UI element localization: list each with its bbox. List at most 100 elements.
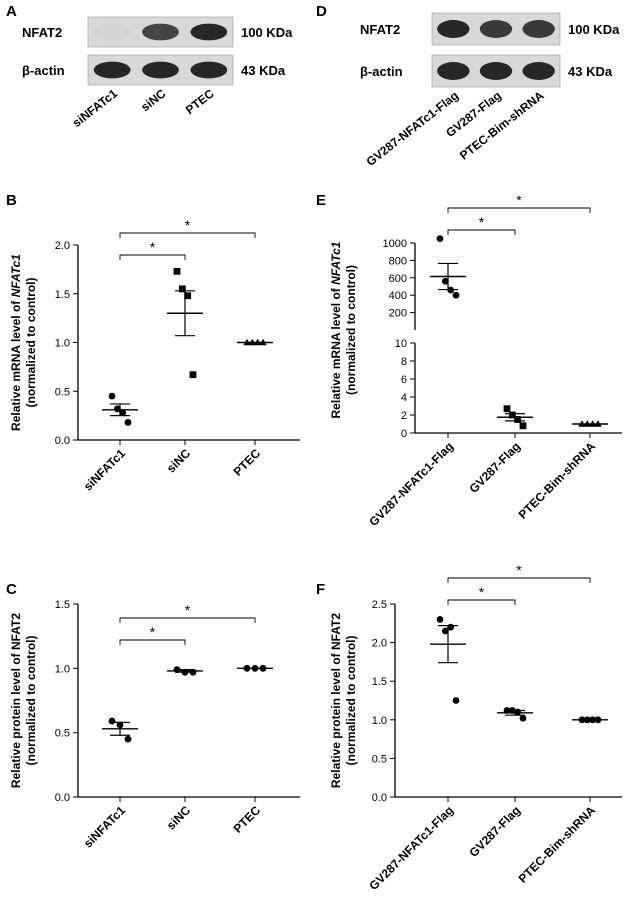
- blot-band: [479, 62, 513, 80]
- panel-label-C: C: [6, 581, 17, 598]
- y-tick-label: 0.0: [55, 435, 70, 447]
- panel-label-F: F: [316, 581, 325, 598]
- data-point: [113, 405, 121, 413]
- significance-bracket: [119, 254, 186, 260]
- y-tick-label: 0.5: [55, 728, 70, 740]
- data-point: [519, 422, 527, 430]
- blot-protein-label: NFAT2: [360, 22, 400, 37]
- panel-label-D: D: [316, 3, 327, 20]
- data-point: [441, 277, 449, 285]
- significance-star: *: [479, 214, 485, 230]
- blot-protein-label: β-actin: [360, 64, 403, 79]
- y-tick-label: 1.5: [55, 289, 70, 301]
- category-label: PTEC: [231, 446, 264, 479]
- blot-protein-label: NFAT2: [22, 25, 62, 40]
- blot-band: [93, 61, 131, 79]
- data-point: [441, 627, 449, 635]
- y-axis-label: Relative mRNA level of NFATc1: [9, 254, 23, 431]
- data-point: [452, 291, 460, 299]
- significance-star: *: [150, 624, 156, 640]
- significance-star: *: [150, 239, 156, 255]
- blot-protein-label: β-actin: [22, 63, 65, 78]
- category-label: siNC: [164, 803, 193, 832]
- significance-bracket: [119, 232, 256, 238]
- y-tick-label: 6: [401, 374, 407, 386]
- y-tick-label: 4: [401, 392, 407, 404]
- data-point: [108, 392, 116, 400]
- blot-band: [479, 20, 513, 38]
- significance-bracket: [119, 617, 256, 623]
- y-tick-label: 0.0: [372, 792, 387, 804]
- significance-bracket: [447, 577, 591, 583]
- category-label: GV287-NFATc1-Flag: [366, 803, 456, 893]
- panel-label-A: A: [6, 3, 17, 20]
- blot-A: NFAT2 100 KDa β-actin 43 KDa siNFATc1 siNC PTE…: [22, 16, 293, 130]
- blot-band: [142, 23, 179, 41]
- significance-star: *: [185, 602, 191, 618]
- y-axis-label: Relative protein level of NFAT2: [329, 613, 343, 788]
- data-point: [124, 735, 132, 743]
- y-tick-label: 1.5: [372, 676, 387, 688]
- blot-band: [142, 61, 179, 79]
- blot-lane-label: PTEC: [183, 86, 217, 117]
- y-axis-label-normalized: (normalized to control): [344, 265, 358, 395]
- significance-bracket: [447, 229, 516, 235]
- panel-label-B: B: [6, 192, 17, 209]
- blot-band: [522, 20, 555, 38]
- y-tick-label: 2.0: [372, 638, 387, 650]
- y-tick-label: 1000: [383, 238, 407, 250]
- data-point: [108, 717, 116, 725]
- y-tick-label: 0.0: [55, 792, 70, 804]
- significance-bracket: [119, 639, 186, 645]
- blot-band: [522, 62, 555, 80]
- y-tick-label: 600: [389, 273, 407, 285]
- data-point: [503, 405, 511, 413]
- y-tick-label: 1.0: [55, 663, 70, 675]
- significance-star: *: [479, 584, 485, 600]
- category-label: GV287-Flag: [467, 803, 524, 860]
- y-tick-label: 0.5: [55, 386, 70, 398]
- chart-C: 0.0 0.5 1.0 1.5 * * Relative protein level of …: [9, 599, 300, 851]
- y-tick-label: 8: [401, 356, 407, 368]
- y-axis-label-normalized: (normalized to control): [24, 278, 38, 408]
- significance-bracket: [447, 599, 516, 605]
- data-point: [173, 267, 181, 275]
- data-point: [189, 371, 197, 379]
- category-label: siNFATc1: [81, 446, 129, 494]
- significance-star: *: [516, 192, 522, 208]
- significance-bracket: [447, 207, 591, 213]
- y-tick-label: 400: [389, 290, 407, 302]
- y-tick-label: 1.0: [55, 338, 70, 350]
- data-point: [436, 235, 444, 243]
- blot-band: [437, 20, 470, 38]
- category-label: GV287-NFATc1-Flag: [366, 439, 456, 529]
- y-tick-label: 1.5: [55, 599, 70, 611]
- y-axis-label: Relative mRNA level of NFATc1: [329, 241, 343, 418]
- blot-lane-label: siNFATc1: [70, 86, 121, 130]
- data-point: [508, 411, 516, 419]
- chart-F: 0.0 0.5 1.0 1.5 2.0 2.5 * * Relative protein lev…: [329, 562, 622, 893]
- blot-size-label: 100 KDa: [568, 22, 620, 37]
- category-label: PTEC: [231, 803, 264, 836]
- chart-B: 0.0 0.5 1.0 1.5 2.0 * * Relative mRNA level of …: [9, 217, 300, 494]
- data-point: [119, 409, 127, 417]
- panel-label-E: E: [316, 192, 326, 209]
- data-point: [124, 419, 132, 426]
- significance-star: *: [185, 217, 191, 233]
- y-axis-label-normalized: (normalized to control): [24, 636, 38, 766]
- y-tick-label: 0.5: [372, 753, 387, 765]
- data-point: [514, 416, 522, 423]
- category-label: PTEC-Bim-shRNA: [516, 803, 599, 886]
- blot-lane-label: siNC: [138, 86, 168, 114]
- category-label: GV287-Flag: [467, 439, 524, 496]
- y-axis-label: Relative protein level of NFAT2: [9, 613, 23, 788]
- data-point: [184, 292, 192, 300]
- category-label: siNC: [164, 446, 193, 475]
- y-tick-label: 0: [401, 428, 407, 440]
- blot-size-label: 100 KDa: [241, 25, 293, 40]
- category-label: PTEC-Bim-shRNA: [516, 439, 599, 522]
- y-tick-label: 2: [401, 410, 407, 422]
- y-tick-label: 10: [395, 338, 407, 350]
- y-tick-label: 200: [389, 308, 407, 320]
